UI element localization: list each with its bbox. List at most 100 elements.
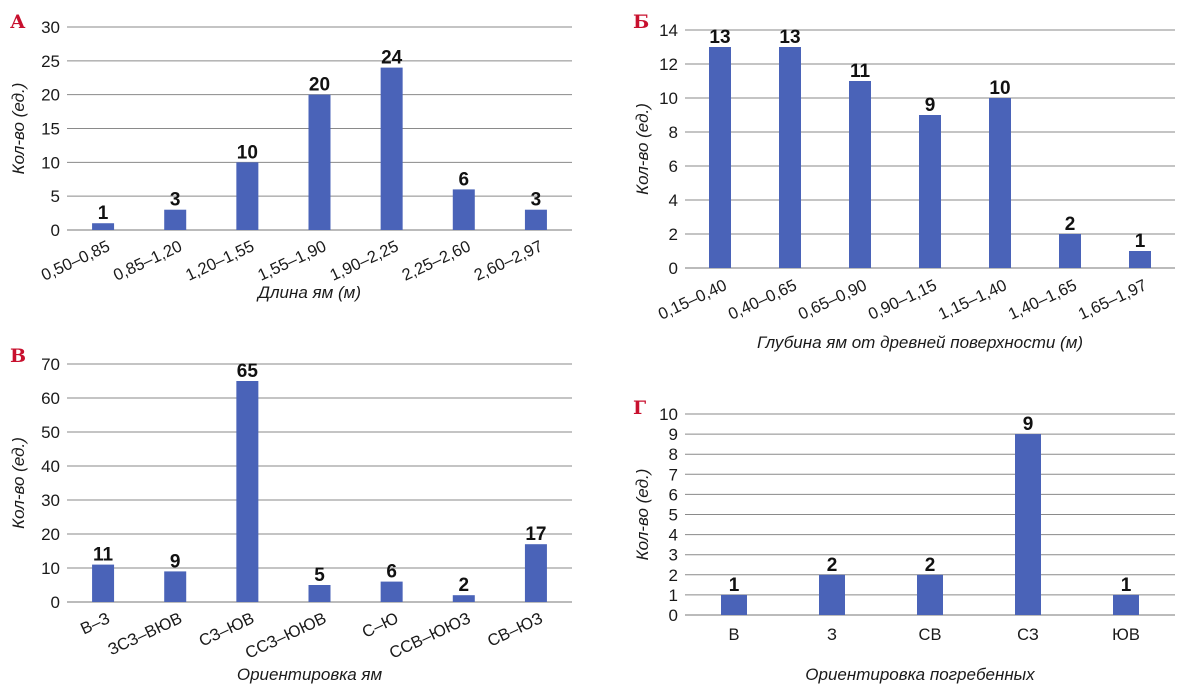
x-tick-label: В–З [78, 609, 113, 638]
y-tick-label: 7 [669, 465, 678, 484]
bar [308, 585, 331, 602]
data-label: 11 [850, 61, 871, 82]
bar [380, 67, 403, 230]
x-tick-label: 0,50–0,85 [39, 237, 113, 284]
x-tick-label: 0,65–0,90 [796, 276, 870, 323]
x-tick-label: ЮВ [1112, 626, 1140, 644]
y-tick-label: 10 [41, 153, 60, 172]
bar [849, 81, 871, 268]
y-tick-label: 0 [51, 593, 60, 612]
y-axis-title: Кол-во (ед.) [633, 469, 652, 561]
y-tick-label: 0 [51, 221, 60, 240]
y-tick-label: 10 [41, 559, 60, 578]
data-label: 6 [386, 562, 397, 583]
x-tick-label: 1,65–1,97 [1076, 276, 1150, 323]
y-tick-label: 2 [669, 566, 678, 585]
x-tick-label: СВ [919, 626, 942, 644]
y-tick-label: 9 [669, 425, 678, 444]
y-tick-label: 5 [669, 506, 678, 525]
x-tick-label: ССЗ–ЮЮВ [243, 609, 330, 662]
x-tick-label: 2,25–2,60 [399, 237, 473, 284]
x-tick-label: ССВ–ЮЮЗ [387, 609, 474, 662]
bar [452, 189, 475, 230]
chart-panel-3: В01020304050607011В–З9ЗСЗ–ВЮВ65СЗ–ЮВ5ССЗ… [9, 345, 572, 684]
panel-letter: А [10, 11, 26, 33]
x-tick-label: СЗ [1017, 626, 1039, 644]
y-tick-label: 6 [669, 485, 678, 504]
bar [380, 581, 403, 602]
y-tick-label: 30 [41, 18, 60, 37]
data-label: 1 [1121, 575, 1132, 596]
bar [819, 574, 845, 615]
y-tick-label: 4 [669, 526, 678, 545]
bar [236, 381, 259, 602]
data-label: 20 [309, 75, 330, 96]
bar [917, 574, 943, 615]
x-tick-label: 0,85–1,20 [111, 237, 185, 284]
bar [92, 564, 115, 602]
x-axis-title: Длина ям (м) [256, 283, 361, 302]
y-tick-label: 8 [669, 123, 678, 142]
bar [1015, 434, 1041, 615]
bar [721, 594, 747, 615]
x-tick-label: В [728, 626, 739, 644]
y-tick-label: 6 [669, 157, 678, 176]
bar [989, 98, 1011, 268]
y-tick-label: 0 [669, 606, 678, 625]
data-label: 24 [381, 48, 403, 69]
bar [164, 571, 187, 602]
bar [1113, 594, 1139, 615]
data-label: 9 [1023, 414, 1034, 435]
data-label: 1 [1135, 231, 1146, 252]
panel-letter: Б [633, 11, 649, 33]
y-tick-label: 20 [41, 86, 60, 105]
data-label: 65 [237, 361, 259, 382]
y-tick-label: 10 [659, 89, 678, 108]
x-tick-label: 1,55–1,90 [255, 237, 329, 284]
bar [236, 162, 259, 230]
bar [779, 47, 801, 268]
data-label: 10 [989, 78, 1010, 99]
data-label: 1 [98, 203, 109, 224]
data-label: 2 [925, 555, 936, 576]
x-axis-title: Глубина ям от древней поверхности (м) [757, 333, 1083, 352]
bar [92, 223, 115, 230]
data-label: 3 [170, 190, 181, 211]
x-tick-label: З [827, 626, 837, 644]
y-tick-label: 50 [41, 423, 60, 442]
bar [524, 209, 547, 230]
data-label: 2 [458, 575, 469, 596]
data-label: 6 [458, 169, 469, 190]
bar [709, 47, 731, 268]
bar [524, 544, 547, 602]
x-tick-label: 1,15–1,40 [936, 276, 1010, 323]
y-tick-label: 60 [41, 389, 60, 408]
data-label: 11 [93, 545, 114, 566]
x-axis-title: Ориентировка ям [237, 665, 383, 684]
data-label: 10 [237, 142, 258, 163]
bar [164, 209, 187, 230]
y-tick-label: 15 [41, 120, 60, 139]
data-label: 3 [531, 190, 542, 211]
y-tick-label: 10 [659, 405, 678, 424]
data-label: 9 [170, 551, 181, 572]
y-tick-label: 3 [669, 546, 678, 565]
data-label: 13 [709, 27, 730, 48]
x-tick-label: 1,40–1,65 [1006, 276, 1080, 323]
x-tick-label: 0,90–1,15 [866, 276, 940, 323]
y-tick-label: 14 [659, 21, 678, 40]
y-tick-label: 30 [41, 491, 60, 510]
data-label: 9 [925, 95, 936, 116]
data-label: 13 [779, 27, 800, 48]
data-label: 2 [1065, 214, 1076, 235]
x-axis-title: Ориентировка погребенных [805, 665, 1035, 684]
panel-letter: Г [633, 397, 646, 419]
y-tick-label: 25 [41, 52, 60, 71]
x-tick-label: 0,15–0,40 [656, 276, 730, 323]
panel-letter: В [10, 345, 26, 367]
x-tick-label: 1,20–1,55 [183, 237, 257, 284]
x-tick-label: 0,40–0,65 [726, 276, 800, 323]
x-tick-label: С–Ю [359, 609, 401, 641]
data-label: 17 [525, 524, 546, 545]
